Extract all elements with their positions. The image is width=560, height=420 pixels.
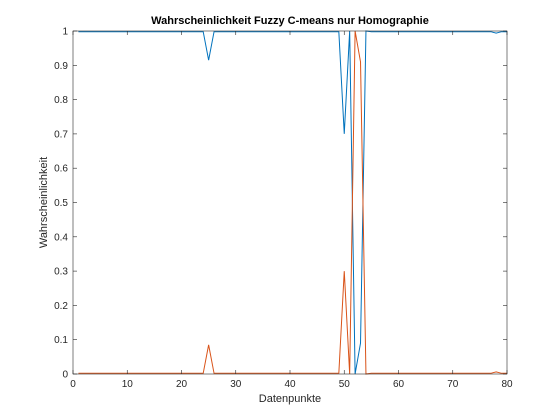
series-line-2 <box>78 30 507 375</box>
plot-area: 0 10 20 30 40 50 60 70 80 0 0.1 0.2 0.3 0.4 0.5 0.6 0.7… <box>54 27 513 391</box>
series-line-1 <box>78 30 507 375</box>
x-tick-label: 60 <box>393 379 405 390</box>
y-tick-label: 1 <box>62 27 68 38</box>
x-tick-label: 80 <box>501 379 513 390</box>
y-tick-label: 0.3 <box>54 267 68 278</box>
x-axis-ticks: 0 10 20 30 40 50 60 70 80 <box>70 31 513 390</box>
axes-background <box>73 31 507 374</box>
x-tick-label: 10 <box>122 379 134 390</box>
y-axis-ticks: 0 0.1 0.2 0.3 0.4 0.5 0.6 0.7 0.8 0.9 1 <box>54 27 507 381</box>
y-tick-label: 0.2 <box>54 301 68 312</box>
y-tick-label: 0.5 <box>54 198 68 209</box>
y-tick-label: 0.8 <box>54 95 68 106</box>
x-tick-label: 30 <box>230 379 242 390</box>
y-tick-label: 0.6 <box>54 164 68 175</box>
y-tick-label: 0.7 <box>54 129 68 140</box>
y-tick-label: 0 <box>62 370 68 381</box>
x-tick-label: 20 <box>176 379 188 390</box>
chart-title: Wahrscheinlichkeit Fuzzy C-means nur Hom… <box>151 15 429 27</box>
x-tick-label: 50 <box>339 379 351 390</box>
x-tick-label: 0 <box>70 379 76 390</box>
x-tick-label: 40 <box>284 379 296 390</box>
y-tick-label: 0.4 <box>54 232 68 243</box>
x-tick-label: 70 <box>447 379 459 390</box>
series-layer <box>78 30 507 375</box>
x-axis-label: Datenpunkte <box>259 393 321 405</box>
y-tick-label: 0.9 <box>54 61 68 72</box>
y-tick-label: 0.1 <box>54 335 68 346</box>
y-axis-label: Wahrscheinlichkeit <box>38 157 50 248</box>
